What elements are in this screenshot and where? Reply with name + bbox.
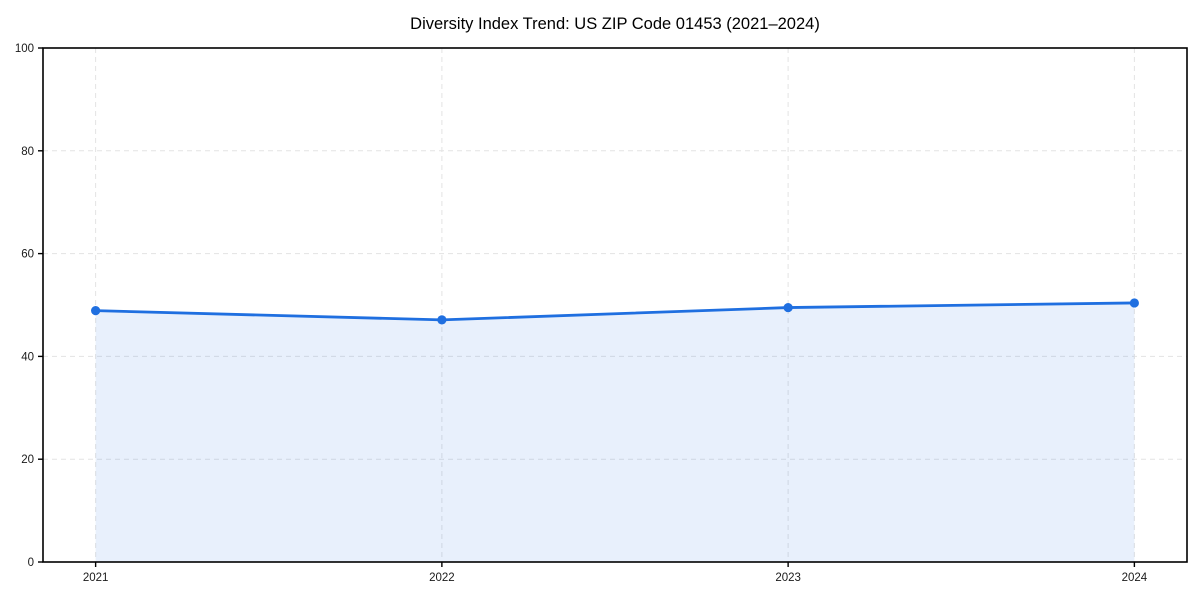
data-point-marker: [783, 302, 793, 313]
plot-frame: [42, 47, 1188, 563]
x-tick-label: 2024: [1122, 572, 1148, 584]
area-fill: [95, 302, 1135, 562]
y-tick-label: 40: [21, 351, 34, 363]
y-tick-label: 100: [15, 43, 34, 55]
y-tick-label: 80: [21, 146, 34, 158]
y-tick-label: 0: [28, 557, 34, 569]
y-tick-label: 20: [21, 454, 34, 466]
x-tick-label: 2023: [775, 572, 801, 584]
data-point-marker: [91, 306, 101, 316]
data-point-marker: [1129, 298, 1139, 308]
x-tick-label: 2022: [429, 572, 455, 584]
trend-line: [94, 301, 1136, 322]
chart-title: Diversity Index Trend: US ZIP Code 01453…: [410, 15, 820, 33]
x-tick-label: 2021: [83, 572, 109, 584]
data-point-marker: [437, 315, 447, 325]
y-tick-label: 60: [21, 249, 34, 261]
